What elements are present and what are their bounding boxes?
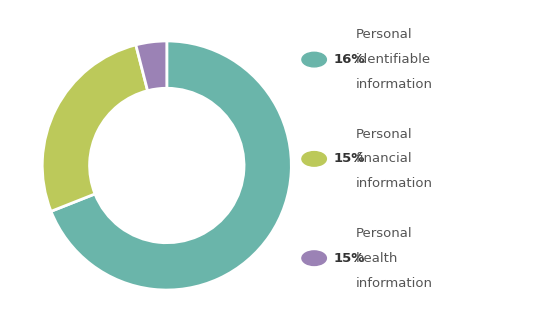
Text: identifiable: identifiable bbox=[356, 53, 431, 66]
Text: information: information bbox=[356, 177, 433, 190]
Wedge shape bbox=[42, 45, 147, 212]
Wedge shape bbox=[136, 41, 167, 91]
Text: information: information bbox=[356, 276, 433, 290]
Text: 15%: 15% bbox=[334, 152, 365, 166]
Text: information: information bbox=[356, 78, 433, 91]
Text: health: health bbox=[356, 252, 398, 265]
Text: financial: financial bbox=[356, 152, 413, 166]
Text: Personal: Personal bbox=[356, 227, 413, 240]
Wedge shape bbox=[51, 41, 291, 290]
Text: 16%: 16% bbox=[334, 53, 365, 66]
Text: Personal: Personal bbox=[356, 127, 413, 141]
Text: 15%: 15% bbox=[334, 252, 365, 265]
Text: Personal: Personal bbox=[356, 28, 413, 41]
